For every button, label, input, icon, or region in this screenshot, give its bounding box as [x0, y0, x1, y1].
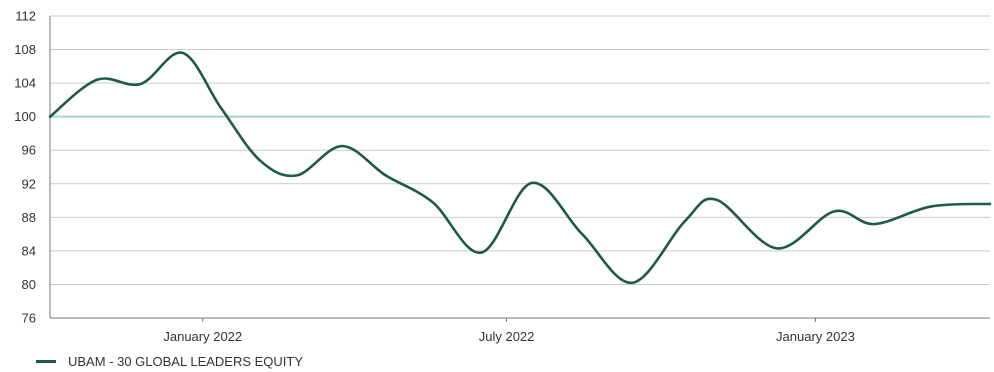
x-tick-label: July 2022 — [479, 329, 535, 344]
y-tick-label: 100 — [14, 109, 36, 124]
x-tick-label: January 2023 — [776, 329, 855, 344]
y-tick-label: 92 — [22, 176, 36, 191]
y-tick-label: 108 — [14, 42, 36, 57]
y-tick-label: 76 — [22, 311, 36, 326]
axes — [49, 16, 990, 319]
y-tick-label: 104 — [14, 76, 36, 91]
x-ticks: January 2022 July 2022 January 2023 — [163, 318, 855, 344]
legend-swatch — [36, 359, 56, 363]
y-tick-label: 96 — [22, 143, 36, 158]
y-tick-label: 112 — [15, 9, 36, 24]
series-group — [48, 51, 992, 285]
x-tick-label: January 2022 — [163, 329, 242, 344]
y-tick-label: 84 — [22, 243, 36, 258]
series-line — [48, 51, 992, 285]
legend: UBAM - 30 GLOBAL LEADERS EQUITY — [36, 352, 303, 370]
gridlines — [50, 15, 990, 285]
y-tick-label: 88 — [22, 210, 36, 225]
y-tick-label: 80 — [22, 277, 36, 292]
legend-label: UBAM - 30 GLOBAL LEADERS EQUITY — [68, 353, 304, 369]
y-tick-labels: 76 80 84 88 92 96 100 104 108 112 — [14, 9, 36, 326]
